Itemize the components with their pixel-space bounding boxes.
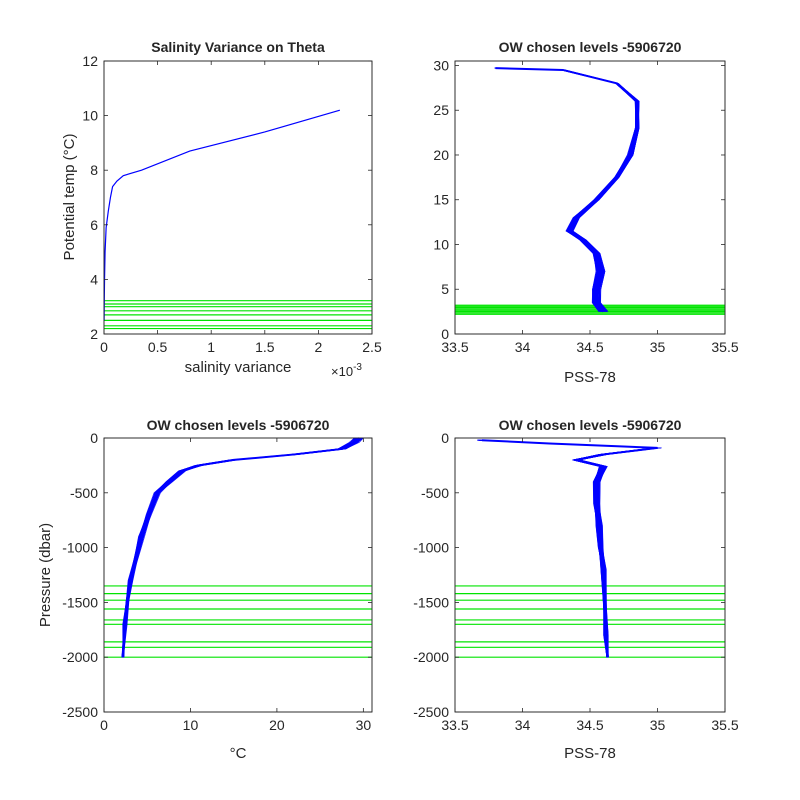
level-lines xyxy=(455,304,725,315)
x-tick-label: 20 xyxy=(269,717,285,733)
y-tick-label: -2500 xyxy=(62,704,98,720)
y-axis-label: Potential temp (°C) xyxy=(61,134,78,261)
y-tick-label: -1500 xyxy=(62,594,98,610)
x-tick-label: 34 xyxy=(515,339,531,355)
series-line xyxy=(481,439,658,658)
level-lines xyxy=(455,585,725,658)
y-tick-label: 10 xyxy=(82,108,98,124)
series-line xyxy=(122,437,360,658)
y-axis-ticks: -2500 -2000 -1500 -1000 -500 0 xyxy=(413,430,725,720)
series-lines xyxy=(481,439,658,658)
x-tick-label: 34.5 xyxy=(576,339,603,355)
x-axis-ticks: 0 0.5 1 1.5 2 2.5 xyxy=(100,61,382,355)
y-tick-label: -1500 xyxy=(413,594,449,610)
y-tick-label: 0 xyxy=(441,326,449,342)
chart-title: Salinity Variance on Theta xyxy=(151,39,325,55)
x-tick-label: 35 xyxy=(650,717,666,733)
series-lines xyxy=(122,437,360,658)
chart-title: OW chosen levels -5906720 xyxy=(147,417,330,433)
x-axis-label: °C xyxy=(230,745,247,762)
multiplier-exponent: -3 xyxy=(353,362,362,373)
y-tick-label: 10 xyxy=(433,236,449,252)
axes-box xyxy=(103,437,373,713)
y-axis-ticks: 0 5 10 15 20 25 30 xyxy=(433,57,725,342)
x-tick-label: 0 xyxy=(100,717,108,733)
y-tick-label: -500 xyxy=(70,485,98,501)
chart-salinity-variance: 0 0.5 1 1.5 2 2.5 2 4 6 8 10 12 Salinity Variance … xyxy=(61,39,382,379)
y-tick-label: 15 xyxy=(433,192,449,208)
level-lines xyxy=(104,585,372,658)
x-tick-label: 30 xyxy=(356,717,372,733)
chart-pressure-temperature: 0 10 20 30 -2500 -2000 -1500 -1000 -500 0 OW cho… xyxy=(37,417,373,762)
series-line xyxy=(103,109,341,321)
x-tick-label: 35.5 xyxy=(711,717,738,733)
y-tick-label: 5 xyxy=(441,281,449,297)
plot-area xyxy=(103,60,373,335)
x-tick-label: 35.5 xyxy=(711,339,738,355)
y-axis-ticks: -2500 -2000 -1500 -1000 -500 0 xyxy=(62,430,372,720)
x-axis-label: salinity variance xyxy=(185,359,292,376)
y-tick-label: 8 xyxy=(90,162,98,178)
chart-title: OW chosen levels -5906720 xyxy=(499,39,682,55)
multiplier-base: ×10 xyxy=(331,364,353,379)
x-axis-ticks: 0 10 20 30 xyxy=(100,438,371,733)
x-axis-ticks: 33.5 34 34.5 35 35.5 xyxy=(441,438,739,733)
x-axis-multiplier: ×10-3 xyxy=(331,362,362,379)
y-tick-label: 25 xyxy=(433,102,449,118)
x-tick-label: 0 xyxy=(100,339,108,355)
y-tick-label: 2 xyxy=(90,326,98,342)
y-tick-label: -1000 xyxy=(413,540,449,556)
y-tick-label: 30 xyxy=(433,57,449,73)
axes-box xyxy=(103,60,373,335)
y-tick-label: 0 xyxy=(441,430,449,446)
y-tick-label: 6 xyxy=(90,217,98,233)
y-tick-label: 12 xyxy=(82,53,98,69)
y-axis-ticks: 2 4 6 8 10 12 xyxy=(82,53,372,342)
y-axis-label: Pressure (dbar) xyxy=(37,523,54,627)
x-axis-label: PSS-78 xyxy=(564,369,616,386)
series-lines xyxy=(103,109,341,321)
chart-title: OW chosen levels -5906720 xyxy=(499,417,682,433)
x-axis-ticks: 33.5 34 34.5 35 35.5 xyxy=(441,61,739,355)
y-tick-label: -2000 xyxy=(62,649,98,665)
x-tick-label: 2.5 xyxy=(362,339,382,355)
x-tick-label: 35 xyxy=(650,339,666,355)
x-axis-label: PSS-78 xyxy=(564,745,616,762)
series-lines xyxy=(495,67,639,313)
y-tick-label: -2000 xyxy=(413,649,449,665)
x-tick-label: 34 xyxy=(515,717,531,733)
x-tick-label: 2 xyxy=(315,339,323,355)
y-tick-label: -1000 xyxy=(62,540,98,556)
series-line xyxy=(495,67,639,313)
chart-pressure-salinity: 33.5 34 34.5 35 35.5 -2500 -2000 -1500 -1000 -50… xyxy=(413,417,739,762)
y-tick-label: -2500 xyxy=(413,704,449,720)
chart-theta-salinity: 33.5 34 34.5 35 35.5 0 5 10 15 20 25 30 OW chosen … xyxy=(433,39,738,386)
x-tick-label: 33.5 xyxy=(441,717,468,733)
x-tick-label: 34.5 xyxy=(576,717,603,733)
level-lines xyxy=(104,300,372,330)
plot-area xyxy=(103,437,373,713)
y-tick-label: 20 xyxy=(433,147,449,163)
x-tick-label: 1 xyxy=(207,339,215,355)
axes-box xyxy=(454,60,726,335)
axes-box xyxy=(454,437,726,713)
x-tick-label: 33.5 xyxy=(441,339,468,355)
x-tick-label: 0.5 xyxy=(148,339,168,355)
x-tick-label: 1.5 xyxy=(255,339,275,355)
plot-area xyxy=(454,437,726,713)
plot-area xyxy=(454,60,726,335)
y-tick-label: 0 xyxy=(90,430,98,446)
x-tick-label: 10 xyxy=(183,717,199,733)
y-tick-label: -500 xyxy=(421,485,449,501)
y-tick-label: 4 xyxy=(90,271,98,287)
